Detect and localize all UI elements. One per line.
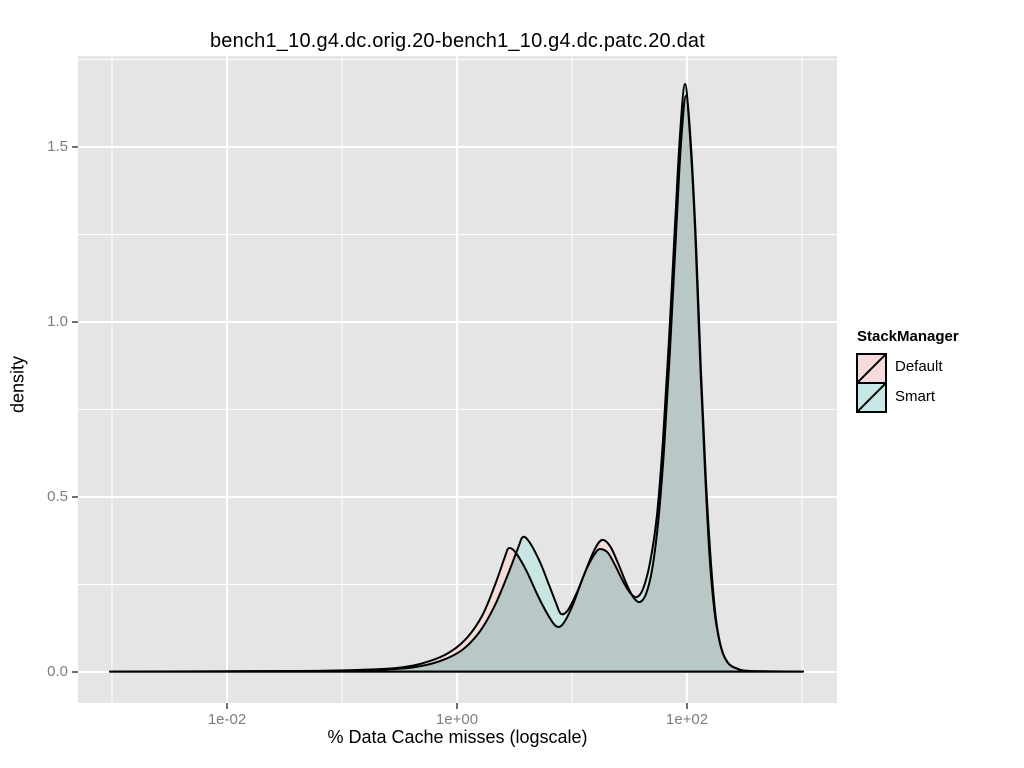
legend-item-smart: Smart xyxy=(856,381,1021,413)
diagonal-line-icon xyxy=(858,354,885,382)
legend: StackManager Default Smart xyxy=(856,328,1021,413)
legend-item-default: Default xyxy=(856,352,1021,384)
legend-key-smart-swatch xyxy=(856,381,887,413)
diagonal-line-icon xyxy=(858,383,885,411)
legend-key-default-swatch xyxy=(856,352,887,384)
density-outline-smart xyxy=(109,83,804,673)
legend-title: StackManager xyxy=(857,328,959,345)
legend-label-default: Default xyxy=(895,357,943,375)
legend-label-smart: Smart xyxy=(895,387,936,405)
